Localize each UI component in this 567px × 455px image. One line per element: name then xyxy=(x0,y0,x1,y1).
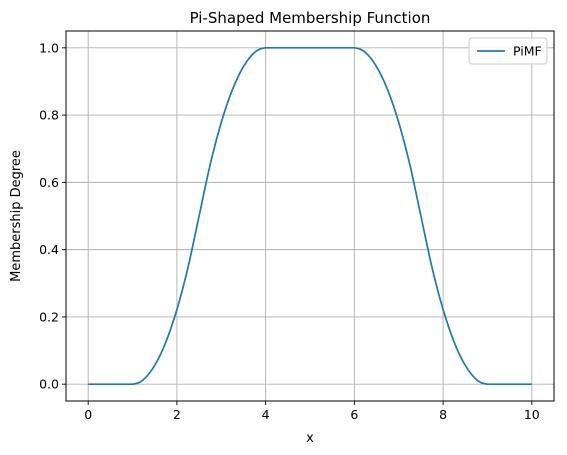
series-layer xyxy=(88,46,532,386)
chart-title: Pi-Shaped Membership Function xyxy=(190,9,431,27)
x-tick-label: 0 xyxy=(84,407,92,422)
y-axis-label: Membership Degree xyxy=(9,150,24,282)
y-tick-label: 1.0 xyxy=(39,40,59,55)
x-tick-label: 2 xyxy=(173,407,181,422)
legend-label: PiMF xyxy=(513,44,542,59)
legend-box xyxy=(468,37,548,65)
x-axis-label: x xyxy=(306,431,314,446)
x-tick-label: 6 xyxy=(350,407,358,422)
plot-frame xyxy=(65,30,555,402)
y-tick-label: 0.8 xyxy=(39,108,59,123)
y-tick-label: 0.6 xyxy=(39,175,59,190)
y-tick-label: 0.0 xyxy=(39,377,59,392)
legend: PiMF xyxy=(468,37,548,65)
series-line-pimf xyxy=(88,46,532,386)
x-tick-label: 10 xyxy=(524,407,540,422)
x-tick-label: 8 xyxy=(439,407,447,422)
y-tick-label: 0.2 xyxy=(39,309,59,324)
x-tick-label: 4 xyxy=(262,407,270,422)
y-axis-ticks: 0.0 0.2 0.4 0.6 0.8 1.0 xyxy=(39,40,66,392)
grid xyxy=(66,31,554,401)
x-axis-ticks: 0 2 4 6 8 10 xyxy=(84,401,540,422)
y-tick-label: 0.4 xyxy=(39,242,59,257)
